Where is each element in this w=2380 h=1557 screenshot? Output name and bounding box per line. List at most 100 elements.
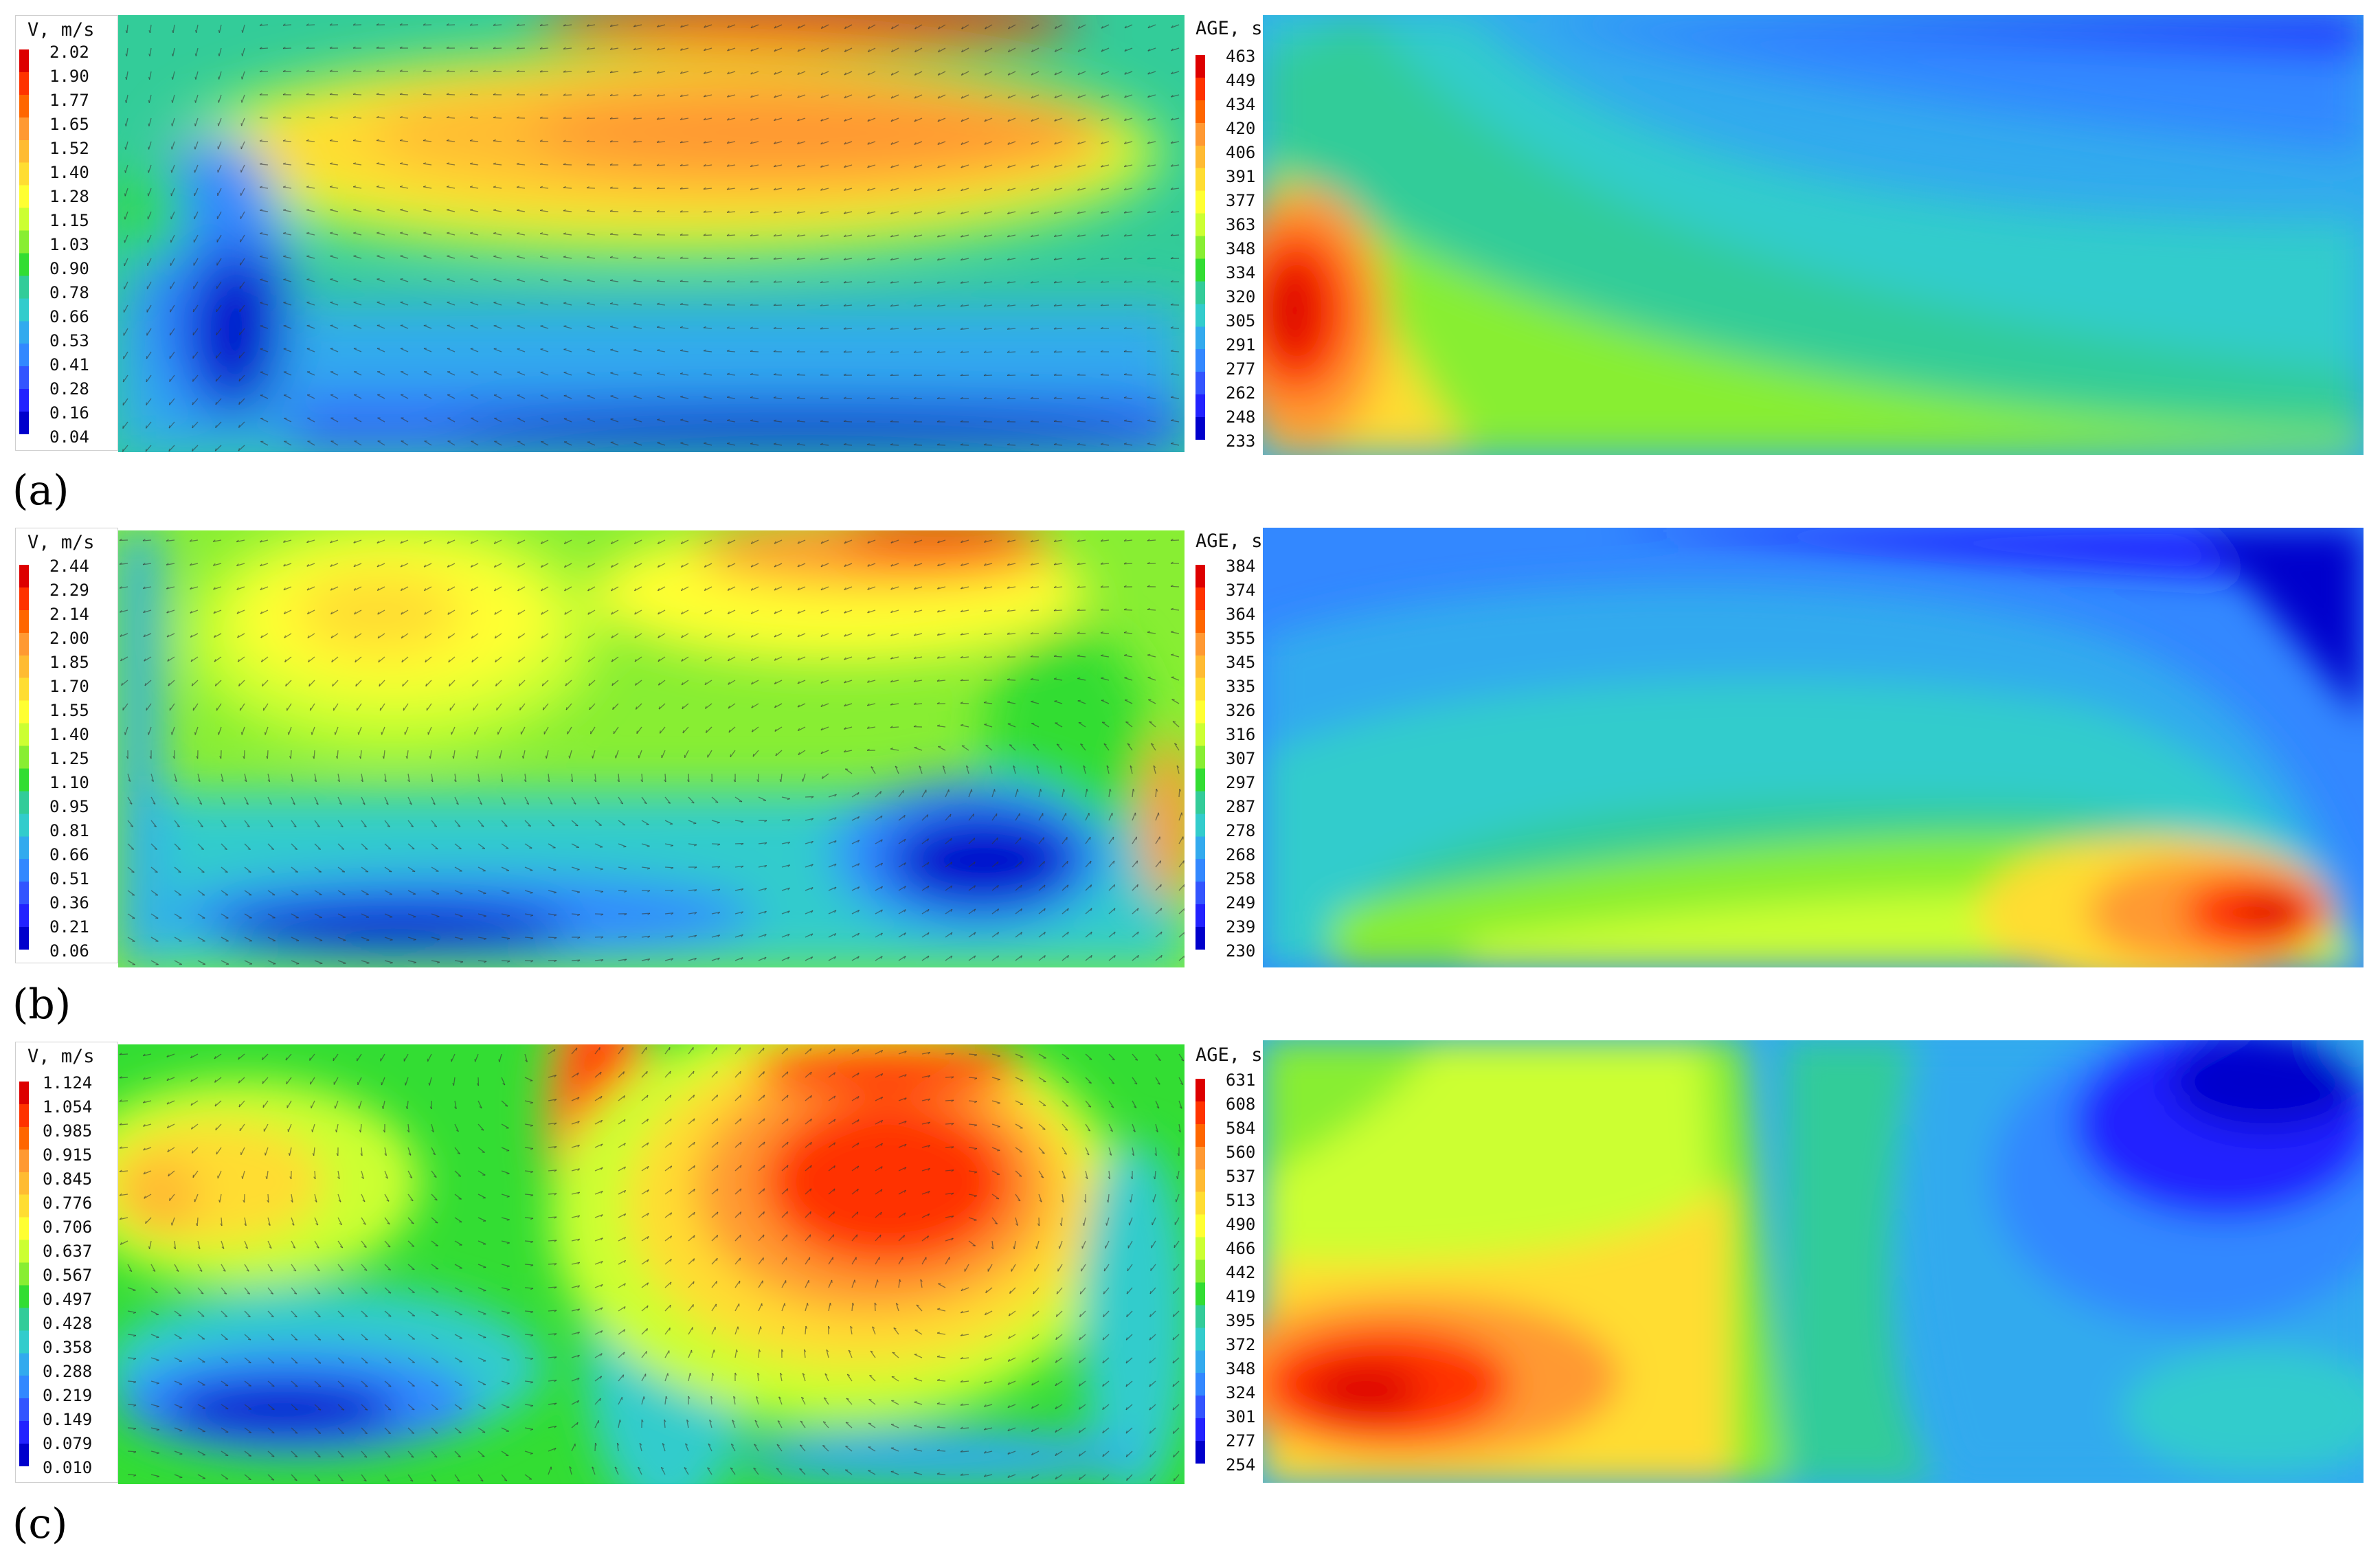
flow-vector-arrow [493, 348, 502, 352]
flow-vector-arrowhead [895, 1303, 899, 1306]
flow-vector-arrow [524, 1053, 528, 1062]
flow-vector-arrow [238, 374, 245, 382]
flow-vector-arrow [867, 117, 876, 122]
flow-vector-arrow [680, 47, 689, 51]
flow-vector-arrowhead [704, 48, 706, 52]
flow-vector-arrow [501, 937, 510, 939]
flow-vector-arrowhead [1030, 211, 1033, 214]
flow-vector-arrowhead [680, 25, 683, 28]
flow-vector-arrow [197, 1310, 205, 1317]
flow-vector-arrow [734, 1211, 742, 1218]
flow-vector-arrow [337, 1217, 343, 1225]
colorbar-tick-label: 364 [1226, 605, 1256, 624]
flow-vector-arrowhead [960, 234, 963, 238]
flow-vector-arrow [875, 1119, 883, 1125]
flow-vector-arrowhead [647, 845, 650, 847]
flow-vector-arrowhead [726, 280, 730, 282]
flow-vector-arrow [844, 726, 853, 730]
flow-vector-arrowhead [1147, 25, 1150, 29]
flow-vector-arrowhead [387, 825, 390, 828]
flow-vector-arrowhead [704, 418, 707, 421]
flow-vector-arrowhead [1157, 1082, 1160, 1085]
flow-vector-arrowhead [750, 210, 753, 214]
flow-vector-arrow [851, 863, 860, 868]
flow-vector-arrowhead [423, 162, 427, 164]
flow-vector-arrow [356, 703, 362, 711]
flow-vector-arrowhead [1088, 1082, 1092, 1084]
flow-vector-arrow [641, 1282, 649, 1288]
flow-vector-arrowhead [423, 93, 426, 95]
flow-vector-arrowhead [264, 1152, 266, 1156]
flow-vector-arrow [1154, 1170, 1156, 1180]
flow-vector-arrowhead [563, 163, 566, 166]
flow-vector-arrow [1054, 700, 1063, 704]
flow-vector-arrowhead [124, 216, 126, 220]
colorbar-tick-label: 391 [1226, 167, 1256, 186]
flow-vector-arrowhead [727, 634, 730, 638]
flow-vector-arrow [1108, 931, 1116, 938]
flow-vector-arrow [125, 141, 128, 150]
flow-vector-arrowhead [985, 744, 989, 746]
flow-vector-arrowhead [844, 564, 846, 567]
flow-vector-arrow [1149, 721, 1156, 728]
flow-vector-arrow [265, 726, 269, 735]
flow-vector-arrow [1054, 47, 1063, 52]
flow-vector-arrowhead [903, 838, 906, 842]
flow-vector-arrowhead [680, 47, 683, 51]
flow-vector-arrow [548, 1099, 557, 1101]
flow-vector-arrowhead [539, 186, 543, 188]
flow-vector-arrow [684, 750, 689, 759]
colorbar-tick-label: 239 [1226, 917, 1256, 937]
flow-vector-arrowhead [916, 1304, 919, 1307]
flow-vector-arrow [150, 1264, 156, 1272]
colorbar-tick-label: 0.288 [43, 1362, 93, 1381]
flow-vector-arrow [1147, 443, 1156, 446]
flow-vector-arrow [1085, 884, 1092, 891]
flow-vector-arrowhead [308, 683, 311, 686]
flow-vector-arrowhead [469, 23, 473, 26]
flow-vector-arrow [914, 680, 923, 682]
flow-vector-arrow [306, 302, 315, 306]
flow-vector-arrowhead [960, 702, 963, 704]
flow-vector-arrow [564, 633, 572, 639]
flow-vector-arrowhead [1123, 326, 1127, 329]
colorbar-tick-label: 0.845 [43, 1169, 93, 1189]
flow-vector-arrow [524, 1194, 534, 1196]
flow-vector-arrow [267, 796, 272, 805]
flow-vector-arrow [522, 750, 526, 759]
flow-vector-arrowhead [820, 257, 823, 260]
flow-vector-arrow [119, 1123, 128, 1125]
flow-vector-arrowhead [1149, 1360, 1152, 1364]
flow-vector-arrowhead [423, 278, 427, 280]
flow-vector-arrowhead [308, 659, 310, 662]
flow-vector-arrow [260, 633, 269, 638]
flow-vector-arrow [495, 656, 502, 663]
flow-vector-arrowhead [798, 752, 800, 755]
flow-vector-arrow [587, 71, 596, 73]
flow-vector-arrowhead [984, 165, 987, 168]
flow-vector-arrow [150, 1334, 159, 1338]
flow-vector-arrow [148, 188, 152, 197]
flow-vector-arrowhead [680, 117, 683, 120]
flow-vector-arrowhead [238, 1056, 240, 1060]
flow-vector-arrow [984, 328, 993, 331]
flow-vector-arrow [150, 1380, 159, 1384]
flow-vector-arrowhead [376, 69, 379, 72]
flow-vector-arrow [424, 586, 432, 592]
flow-vector-arrowhead [236, 539, 239, 543]
flow-vector-arrow [618, 890, 627, 892]
flow-vector-arrowhead [1053, 539, 1057, 542]
flow-vector-arrow [1062, 812, 1066, 821]
flow-vector-arrowhead [470, 541, 473, 544]
flow-vector-arrow [758, 1118, 765, 1125]
flow-vector-arrow [805, 910, 813, 915]
flow-vector-arrow [991, 1240, 994, 1249]
flow-vector-arrow [571, 866, 580, 871]
flow-vector-arrow [127, 1380, 137, 1382]
flow-vector-arrow [1031, 1334, 1040, 1340]
flow-vector-arrow [921, 932, 930, 938]
flow-vector-arrowhead [781, 1349, 784, 1352]
flow-vector-arrow [805, 1325, 807, 1335]
flow-vector-arrowhead [259, 162, 262, 165]
colorbar-tick-label: 0.90 [49, 259, 89, 278]
